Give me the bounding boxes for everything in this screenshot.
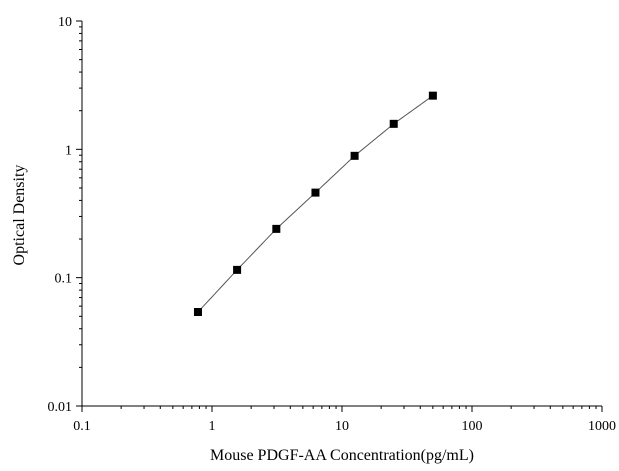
y-tick-label: 0.01 bbox=[48, 400, 73, 415]
data-markers bbox=[193, 91, 437, 317]
x-tick-label: 1 bbox=[209, 419, 216, 434]
data-point-marker bbox=[233, 265, 242, 274]
data-point-marker bbox=[272, 224, 281, 233]
x-tick-label: 0.1 bbox=[73, 419, 91, 434]
data-point-marker bbox=[389, 119, 398, 128]
x-tick-label: 100 bbox=[462, 419, 483, 434]
fit-curve bbox=[197, 95, 434, 313]
data-point-marker bbox=[193, 308, 202, 317]
x-tick-label: 1000 bbox=[588, 419, 616, 434]
y-tick-label: 10 bbox=[58, 15, 72, 30]
x-axis-title: Mouse PDGF-AA Concentration(pg/mL) bbox=[210, 447, 474, 464]
x-tick-label: 10 bbox=[335, 419, 349, 434]
y-axis-title: Optical Density bbox=[11, 165, 28, 266]
data-point-marker bbox=[350, 151, 359, 160]
fit-curve-layer bbox=[197, 95, 434, 313]
data-point-marker bbox=[311, 188, 320, 197]
y-tick-label: 1 bbox=[65, 143, 72, 158]
data-point-marker bbox=[428, 91, 437, 100]
y-tick-label: 0.1 bbox=[55, 272, 73, 287]
